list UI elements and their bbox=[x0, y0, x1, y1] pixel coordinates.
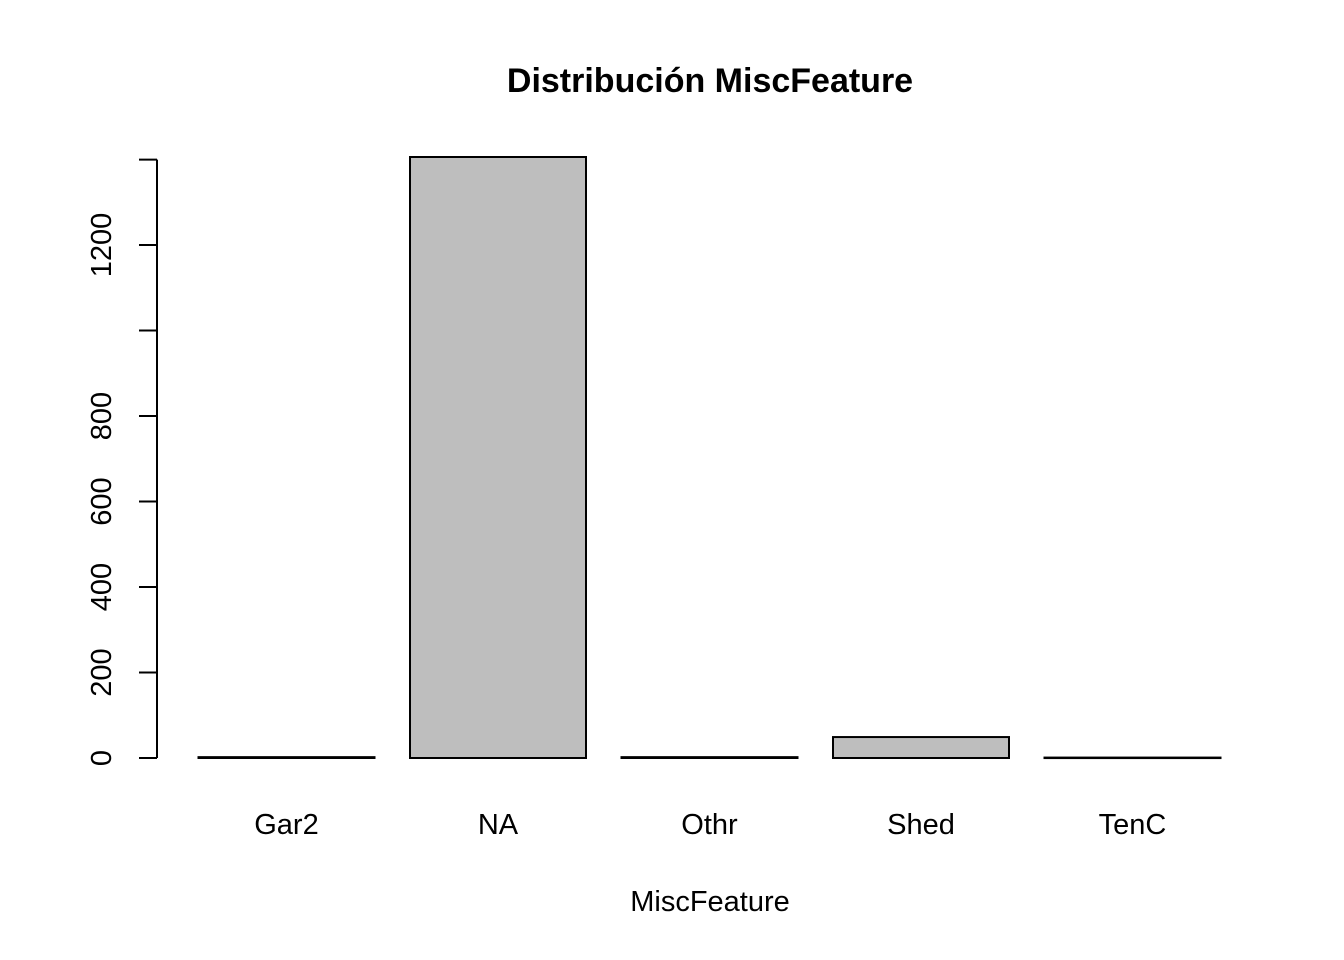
x-tick-label-othr: Othr bbox=[681, 809, 738, 841]
x-tick-label-na: NA bbox=[478, 809, 519, 841]
x-tick-label-tenc: TenC bbox=[1099, 809, 1167, 841]
bar-gar2 bbox=[197, 756, 376, 759]
x-tick-label-shed: Shed bbox=[887, 809, 955, 841]
y-tick-label-800: 800 bbox=[86, 392, 118, 440]
bars-group bbox=[197, 156, 1222, 760]
y-tick-label-1200: 1200 bbox=[86, 213, 118, 278]
bar-na bbox=[409, 156, 587, 759]
bar-tenc bbox=[1043, 756, 1222, 760]
y-tick-label-200: 200 bbox=[86, 648, 118, 696]
y-tick-label-600: 600 bbox=[86, 477, 118, 525]
x-axis-category-labels: Gar2 NA Othr Shed TenC bbox=[254, 809, 1166, 841]
y-axis: 0 200 400 600 800 1200 bbox=[86, 158, 158, 766]
x-axis-label: MiscFeature bbox=[630, 886, 790, 918]
bar-shed bbox=[832, 736, 1010, 759]
y-tick-label-0: 0 bbox=[86, 750, 118, 766]
chart-title: Distribución MiscFeature bbox=[507, 62, 913, 100]
x-tick-label-gar2: Gar2 bbox=[254, 809, 318, 841]
y-tick-label-400: 400 bbox=[86, 563, 118, 611]
bar-othr bbox=[620, 756, 799, 759]
